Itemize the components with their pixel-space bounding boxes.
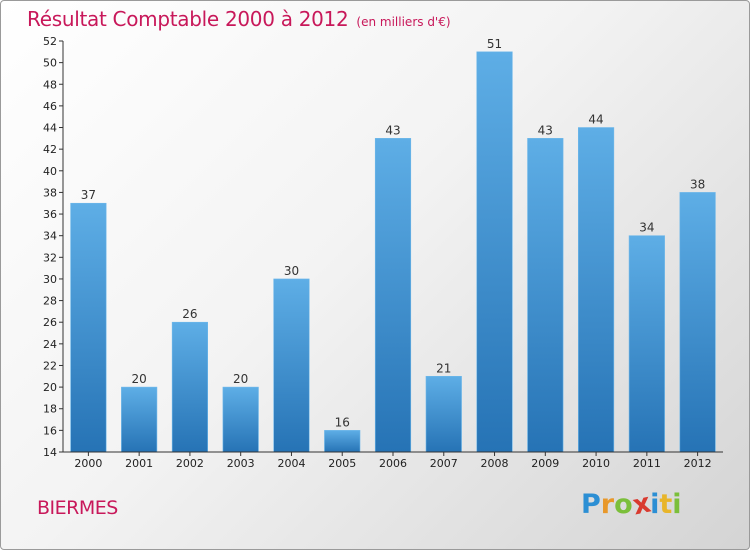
data-label-2008: 51	[487, 37, 502, 51]
y-tick-label: 40	[43, 165, 57, 178]
y-tick-label: 30	[43, 273, 57, 286]
y-tick-label: 50	[43, 57, 57, 70]
x-tick-label-2009: 2009	[531, 457, 559, 470]
bar-2002	[171, 321, 208, 453]
data-label-2001: 20	[132, 372, 147, 386]
chart-subtitle: (en milliers d'€)	[356, 15, 451, 29]
bar-2003	[222, 386, 259, 453]
y-tick-label: 28	[43, 295, 57, 308]
proxiti-logo[interactable]: Proxiti	[581, 488, 682, 522]
y-tick-label: 26	[43, 316, 57, 329]
y-tick-label: 42	[43, 143, 57, 156]
bar-2004	[273, 278, 310, 453]
y-tick-label: 18	[43, 403, 57, 416]
bar-2008	[476, 51, 513, 453]
data-label-2006: 43	[385, 123, 400, 137]
data-label-2005: 16	[335, 415, 350, 429]
y-tick-label: 44	[43, 122, 57, 135]
data-label-2010: 44	[588, 113, 603, 127]
x-tick-label-2008: 2008	[481, 457, 509, 470]
logo-letter: i	[672, 489, 682, 520]
y-tick-label: 20	[43, 381, 57, 394]
y-tick-label: 34	[43, 230, 57, 243]
y-tick-label: 32	[43, 251, 57, 264]
x-tick-label-2010: 2010	[582, 457, 610, 470]
y-tick-label: 24	[43, 338, 57, 351]
logo-letter: r	[600, 489, 615, 520]
data-label-2004: 30	[284, 264, 299, 278]
y-tick-label: 14	[43, 446, 57, 459]
data-label-2007: 21	[436, 361, 451, 375]
y-tick-label: 38	[43, 186, 57, 199]
data-label-2009: 43	[538, 123, 553, 137]
logo-letter: o	[614, 489, 633, 520]
x-tick-label-2007: 2007	[430, 457, 458, 470]
logo-letter: P	[581, 489, 601, 520]
logo-letter: t	[659, 489, 673, 520]
y-tick-label: 36	[43, 208, 57, 221]
data-label-2003: 20	[233, 372, 248, 386]
logo-letter: i	[650, 489, 660, 520]
data-label-2000: 37	[81, 188, 96, 202]
bar-2011	[628, 235, 665, 453]
bar-2009	[527, 138, 564, 453]
y-tick-label: 52	[43, 35, 57, 48]
bar-2005	[324, 430, 361, 453]
x-tick-label-2011: 2011	[633, 457, 661, 470]
x-tick-label-2002: 2002	[176, 457, 204, 470]
bar-2010	[578, 127, 615, 453]
data-label-2012: 38	[690, 177, 705, 191]
bar-2001	[121, 386, 158, 453]
chart-title: Résultat Comptable 2000 à 2012 (en millie…	[27, 7, 451, 31]
chart-title-text: Résultat Comptable 2000 à 2012	[27, 7, 349, 31]
bar-2000	[70, 202, 107, 453]
y-tick-label: 22	[43, 359, 57, 372]
y-tick-label: 16	[43, 424, 57, 437]
y-tick-label: 46	[43, 100, 57, 113]
data-label-2011: 34	[639, 221, 654, 235]
bars-group: 37 20 26 20 30 16 43 21 51 43 44 34 38	[70, 37, 716, 453]
x-tick-label-2000: 2000	[74, 457, 102, 470]
y-tick-label: 48	[43, 78, 57, 91]
x-tick-label-2003: 2003	[227, 457, 255, 470]
data-label-2002: 26	[182, 307, 197, 321]
x-tick-label-2012: 2012	[684, 457, 712, 470]
bar-2012	[679, 192, 716, 453]
commune-name: BIERMES	[37, 497, 118, 519]
x-tick-label-2004: 2004	[277, 457, 305, 470]
axes-group: 14 16 18 20 22 24 26 28 30 32 34 36 38 40 42 44 46 48 50 52…	[43, 35, 723, 470]
x-tick-label-2005: 2005	[328, 457, 356, 470]
bar-2006	[374, 138, 412, 453]
x-tick-label-2006: 2006	[379, 457, 407, 470]
x-tick-label-2001: 2001	[125, 457, 153, 470]
bar-2007	[425, 375, 462, 453]
